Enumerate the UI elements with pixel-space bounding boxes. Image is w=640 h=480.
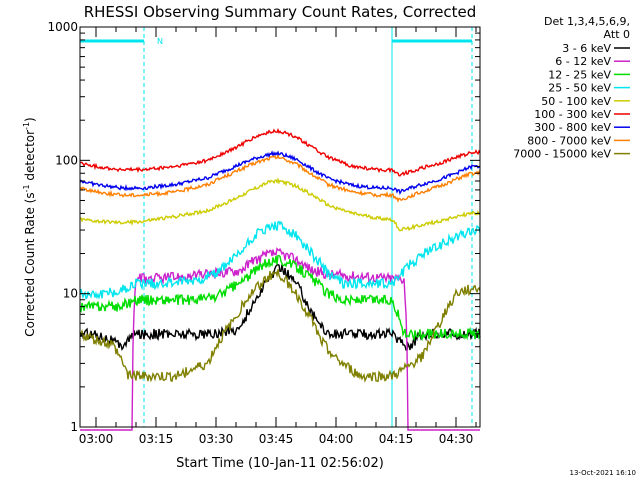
- series-line: [79, 263, 481, 351]
- x-axis: 03:00 03:15 03:30 03:45 04:00 04:15 04:30: [79, 27, 477, 446]
- y-tick-label: 10: [63, 287, 78, 301]
- legend-label: 100 - 300 keV: [534, 108, 611, 121]
- legend-label: 300 - 800 keV: [534, 121, 611, 134]
- y-axis-label-sup2: -1: [22, 122, 31, 130]
- series-line: [79, 127, 481, 177]
- chart-title: RHESSI Observing Summary Count Rates, Co…: [84, 3, 477, 21]
- legend-label: 3 - 6 keV: [562, 42, 611, 55]
- series-line: [79, 269, 481, 383]
- legend-label: 50 - 100 keV: [541, 95, 611, 108]
- x-axis-label: Start Time (10-Jan-11 02:56:02): [176, 456, 384, 471]
- x-tick-label: 03:45: [259, 432, 294, 446]
- x-tick-label: 04:30: [439, 432, 474, 446]
- legend-header-line2: Att 0: [604, 28, 630, 41]
- series-line: [79, 154, 481, 203]
- series-line: [79, 150, 481, 196]
- x-tick-label: 04:15: [379, 432, 414, 446]
- x-tick-label: 04:00: [319, 432, 354, 446]
- series-line: [79, 255, 481, 342]
- x-tick-label: 03:00: [79, 432, 114, 446]
- series-line: [79, 177, 480, 232]
- y-axis-label-part3: ): [23, 117, 37, 122]
- legend-label: 7000 - 15000 keV: [513, 148, 611, 161]
- y-axis: 1 10 100 1000: [47, 20, 480, 434]
- y-axis-label-sup1: -1: [22, 184, 31, 192]
- y-tick-label: 100: [55, 153, 78, 167]
- legend-label: 25 - 50 keV: [548, 82, 611, 95]
- plot-frame: [79, 26, 481, 428]
- night-label: N: [157, 37, 163, 46]
- y-axis-label-part2: detector: [23, 130, 37, 185]
- y-axis-label: Corrected Count Rate (s-1 detector-1): [22, 117, 37, 336]
- series-line: [80, 247, 480, 431]
- legend-label: 12 - 25 keV: [548, 68, 611, 81]
- y-tick-label: 1000: [47, 20, 78, 34]
- series-layer: [79, 127, 481, 431]
- x-tick-label: 03:15: [139, 432, 174, 446]
- legend-label: 6 - 12 keV: [555, 55, 611, 68]
- legend-label: 800 - 7000 keV: [527, 134, 611, 147]
- legend-header-line1: Det 1,3,4,5,6,9,: [544, 15, 630, 28]
- y-tick-label: 1: [70, 420, 78, 434]
- series-line: [79, 220, 481, 300]
- x-tick-label: 03:30: [199, 432, 234, 446]
- y-axis-label-part1: Corrected Count Rate (s: [23, 192, 37, 336]
- footer-date: 13-Oct-2021 16:10: [570, 469, 636, 477]
